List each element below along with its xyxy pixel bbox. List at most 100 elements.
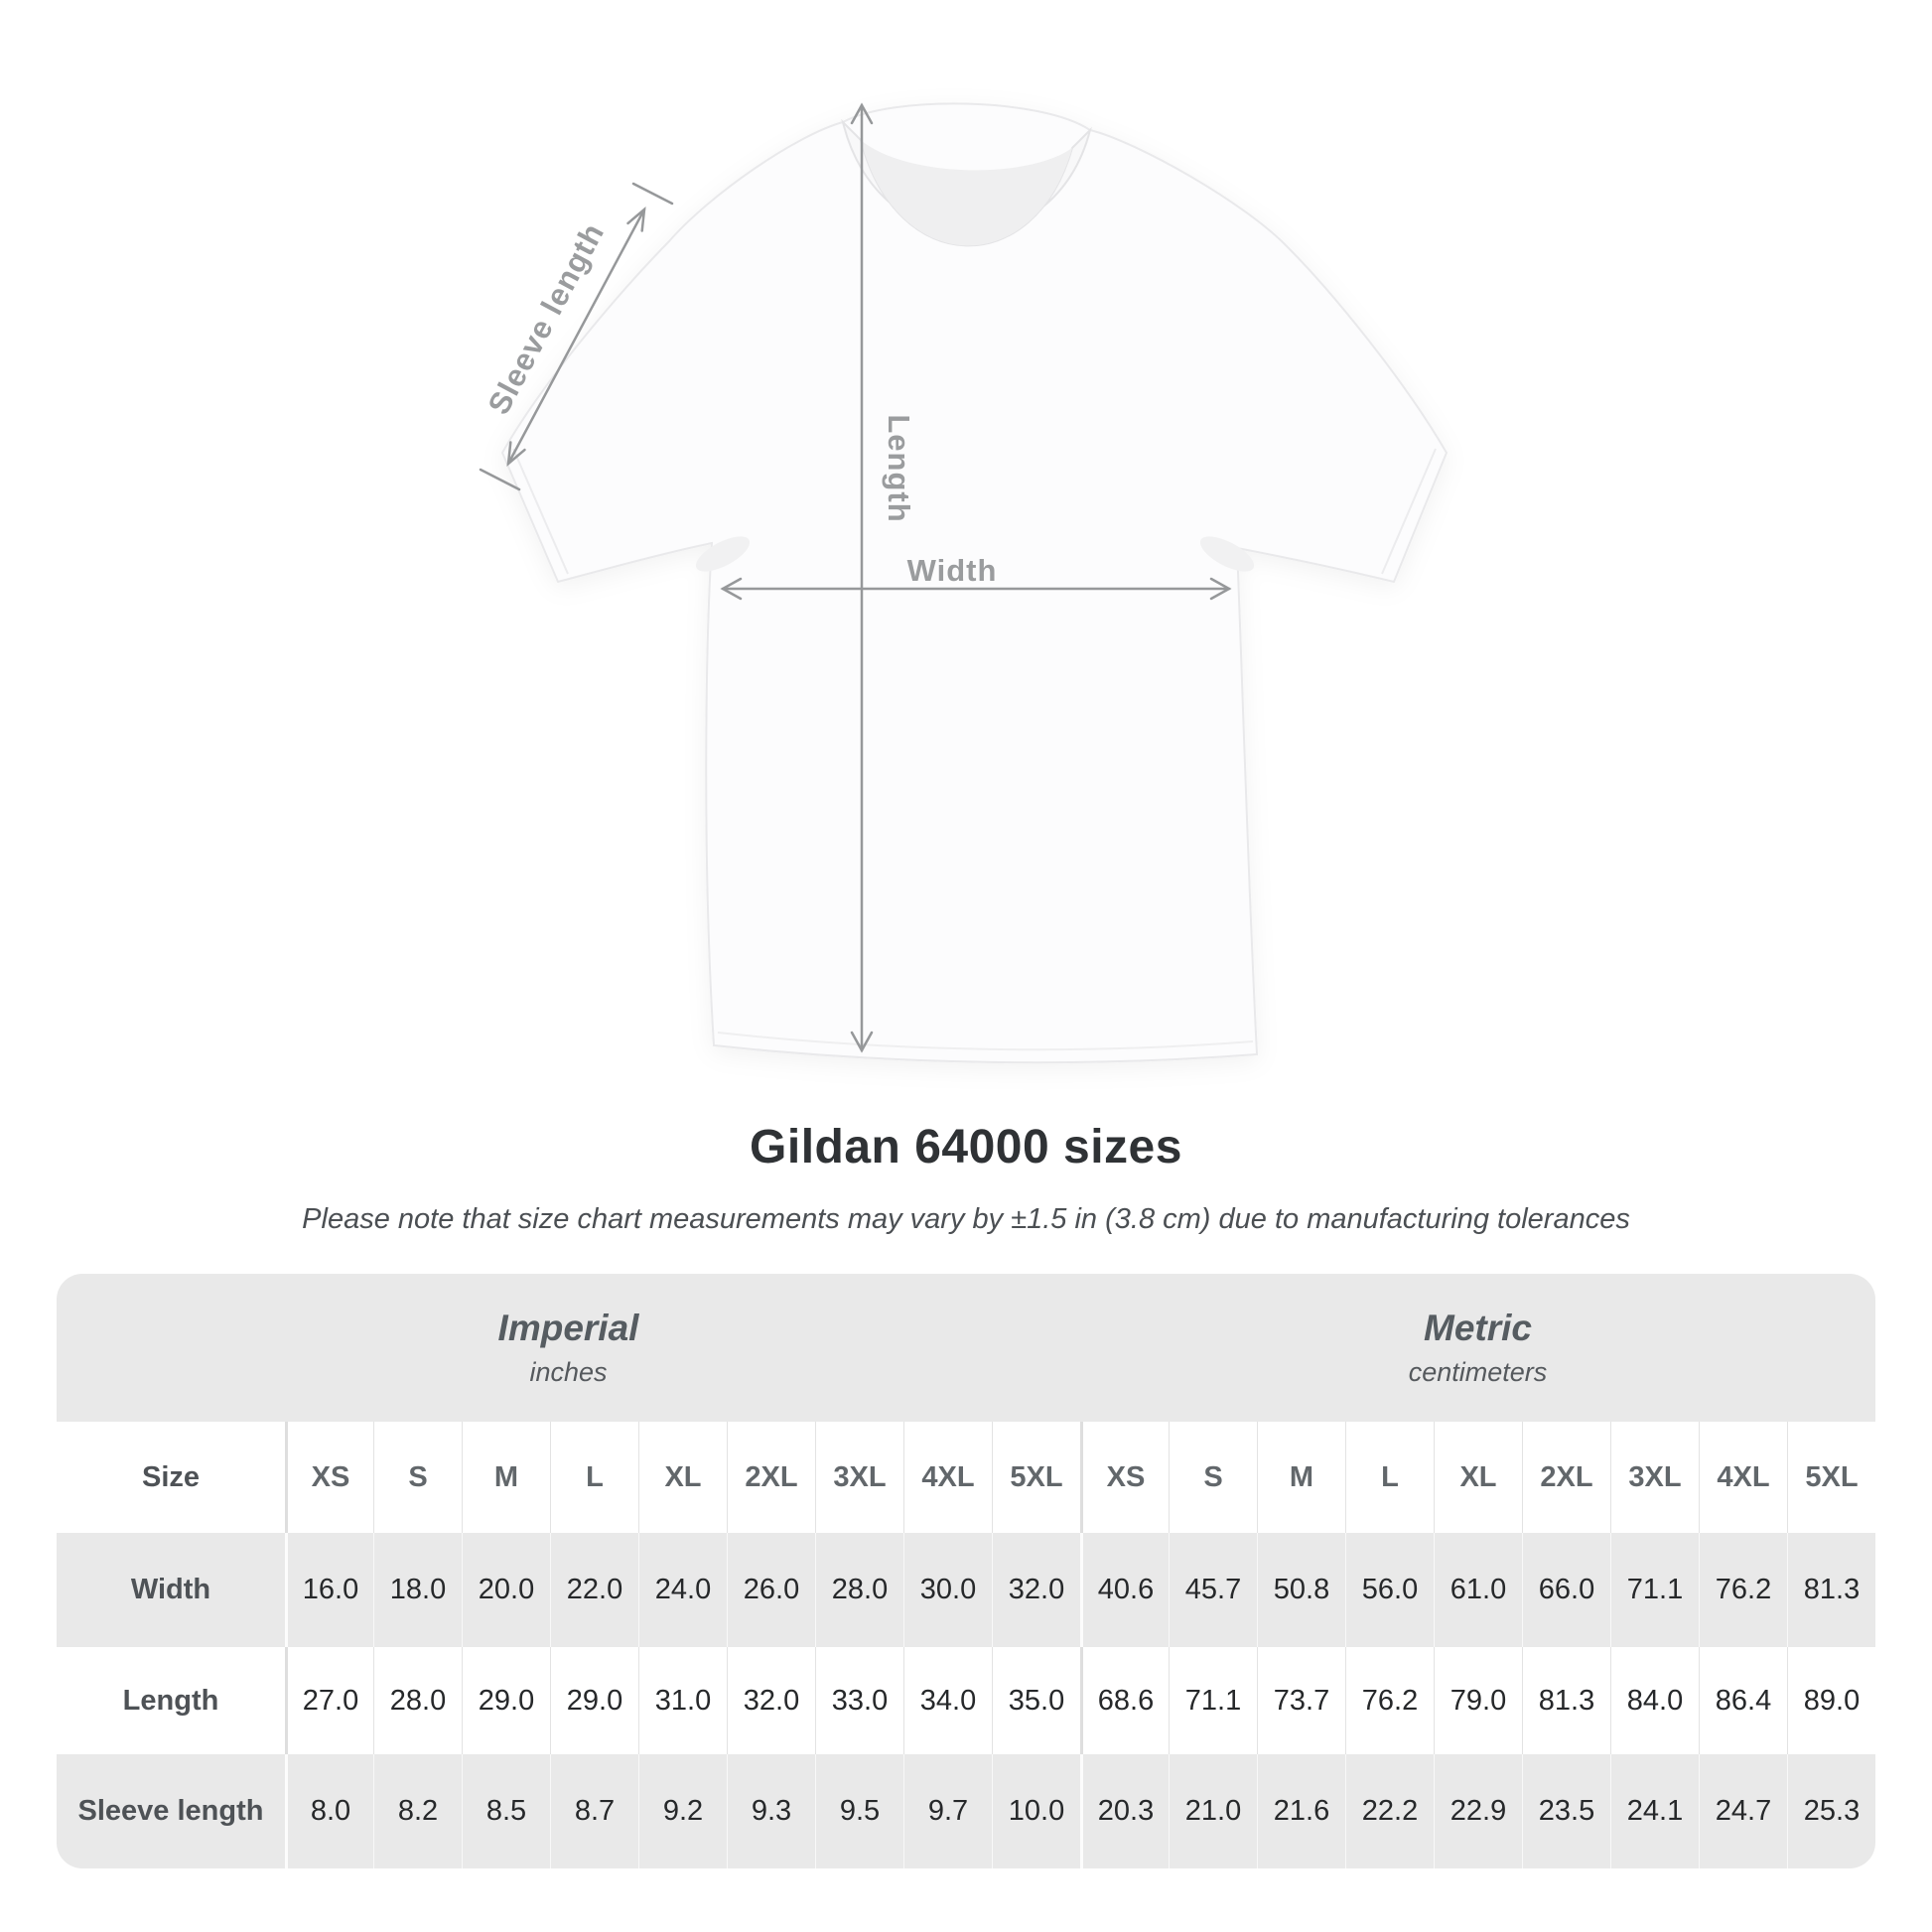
measurement-cell: 81.3 [1787,1533,1875,1647]
size-col-header: 4XL [1699,1422,1787,1533]
measurement-cell: 86.4 [1699,1647,1787,1754]
measurement-cell: 8.7 [550,1754,638,1868]
measurement-cell: 27.0 [285,1647,373,1754]
measurement-cell: 16.0 [285,1533,373,1647]
hem-seam [717,1032,1254,1051]
size-header-row: Size XS S M L XL 2XL 3XL 4XL 5XL XS S M L XL 2XL 3XL 4XL 5… [57,1422,1875,1533]
imperial-units: inches [529,1357,608,1387]
size-col-header: XL [638,1422,727,1533]
size-col-header: 4XL [903,1422,992,1533]
size-col-header: M [1257,1422,1345,1533]
size-col-header: 2XL [727,1422,815,1533]
measurement-cell: 68.6 [1080,1647,1169,1754]
measurement-cell: 9.7 [903,1754,992,1868]
measurement-cell: 20.0 [462,1533,550,1647]
metric-units: centimeters [1408,1357,1548,1387]
width-row: Width 16.0 18.0 20.0 22.0 24.0 26.0 28.0 30.0 32.… [57,1533,1875,1647]
size-col-header: L [550,1422,638,1533]
tolerance-note: Please note that size chart measurements… [302,1203,1630,1235]
width-arrow [720,577,1232,601]
size-col-header: 3XL [815,1422,903,1533]
right-cuff-seam [1381,448,1437,575]
measurement-cell: 9.2 [638,1754,727,1868]
measurement-cell: 8.0 [285,1754,373,1868]
measurement-cell: 25.3 [1787,1754,1875,1868]
length-arrow [850,102,874,1053]
measurement-cell: 89.0 [1787,1647,1875,1754]
size-col-header: XL [1434,1422,1522,1533]
measurement-cell: 40.6 [1080,1533,1169,1647]
measurement-cell: 33.0 [815,1647,903,1754]
measurement-cell: 35.0 [992,1647,1080,1754]
measurement-cell: 45.7 [1169,1533,1257,1647]
measurement-cell: 84.0 [1610,1647,1699,1754]
measurement-cell: 79.0 [1434,1647,1522,1754]
measurement-cell: 71.1 [1610,1533,1699,1647]
measurement-cell: 32.0 [992,1533,1080,1647]
measurement-cell: 73.7 [1257,1647,1345,1754]
measurement-cell: 24.7 [1699,1754,1787,1868]
measurement-cell: 24.1 [1610,1754,1699,1868]
size-col-header: L [1345,1422,1434,1533]
size-col-header: 5XL [1787,1422,1875,1533]
measurement-cell: 28.0 [373,1647,462,1754]
left-armpit-shading [695,536,751,572]
measurement-cell: 66.0 [1522,1533,1610,1647]
measurement-cell: 20.3 [1080,1754,1169,1868]
size-col-header: 5XL [992,1422,1080,1533]
table-rows: Size XS S M L XL 2XL 3XL 4XL 5XL XS S M L XL 2XL 3XL 4XL 5… [57,1422,1875,1868]
sleeve-length-arrow [479,182,674,491]
size-col-header: M [462,1422,550,1533]
length-label: Length [882,414,916,522]
size-col-header: 3XL [1610,1422,1699,1533]
measurement-cell: 10.0 [992,1754,1080,1868]
measurement-cell: 71.1 [1169,1647,1257,1754]
measurement-cell: 21.0 [1169,1754,1257,1868]
measurement-cell: 56.0 [1345,1533,1434,1647]
measurement-cell: 24.0 [638,1533,727,1647]
measurement-cell: 81.3 [1522,1647,1610,1754]
measurement-cell: 18.0 [373,1533,462,1647]
measurement-cell: 61.0 [1434,1533,1522,1647]
imperial-section-header: Imperial inches [57,1274,1080,1422]
measurement-cell: 9.5 [815,1754,903,1868]
width-label: Width [907,553,998,588]
metric-label: Metric [1424,1308,1532,1348]
measurement-cell: 26.0 [727,1533,815,1647]
measurement-cell: 28.0 [815,1533,903,1647]
measurement-row-label: Length [122,1684,219,1717]
size-col-header: S [1169,1422,1257,1533]
measurement-cell: 22.0 [550,1533,638,1647]
measurement-cell: 8.5 [462,1754,550,1868]
size-col-header: XS [1080,1422,1169,1533]
measurement-cell: 32.0 [727,1647,815,1754]
measurement-cell: 34.0 [903,1647,992,1754]
size-col-header: S [373,1422,462,1533]
measurement-cell: 31.0 [638,1647,727,1754]
measurement-cell: 29.0 [550,1647,638,1754]
size-col-header: 2XL [1522,1422,1610,1533]
measurement-cell: 76.2 [1345,1647,1434,1754]
right-armpit-shading [1199,536,1255,572]
length-row: Length 27.0 28.0 29.0 29.0 31.0 32.0 33.0 34.0 35… [57,1647,1875,1754]
measurement-cell: 9.3 [727,1754,815,1868]
tshirt-neck-opening [861,140,1072,246]
size-table: Imperial inches Metric centimeters Size X… [57,1274,1875,1868]
left-cuff-seam [512,448,569,575]
measurement-row-label: Sleeve length [77,1795,264,1827]
measurement-row-label: Width [130,1574,211,1605]
measurement-cell: 22.2 [1345,1754,1434,1868]
measurement-cell: 21.6 [1257,1754,1345,1868]
measurement-cell: 8.2 [373,1754,462,1868]
measurement-cell: 30.0 [903,1533,992,1647]
measurement-cell: 50.8 [1257,1533,1345,1647]
sleeve-length-row: Sleeve length 8.0 8.2 8.5 8.7 9.2 9.3 9.5 9.7 10.… [57,1754,1875,1868]
size-col-header: XS [285,1422,373,1533]
measurement-cell: 29.0 [462,1647,550,1754]
measurement-cell: 76.2 [1699,1533,1787,1647]
metric-section-header: Metric centimeters [1080,1274,1875,1422]
measurement-cell: 23.5 [1522,1754,1610,1868]
size-column-header: Size [141,1460,201,1493]
tshirt-diagram: Sleeve length Length Width [479,102,1449,1064]
